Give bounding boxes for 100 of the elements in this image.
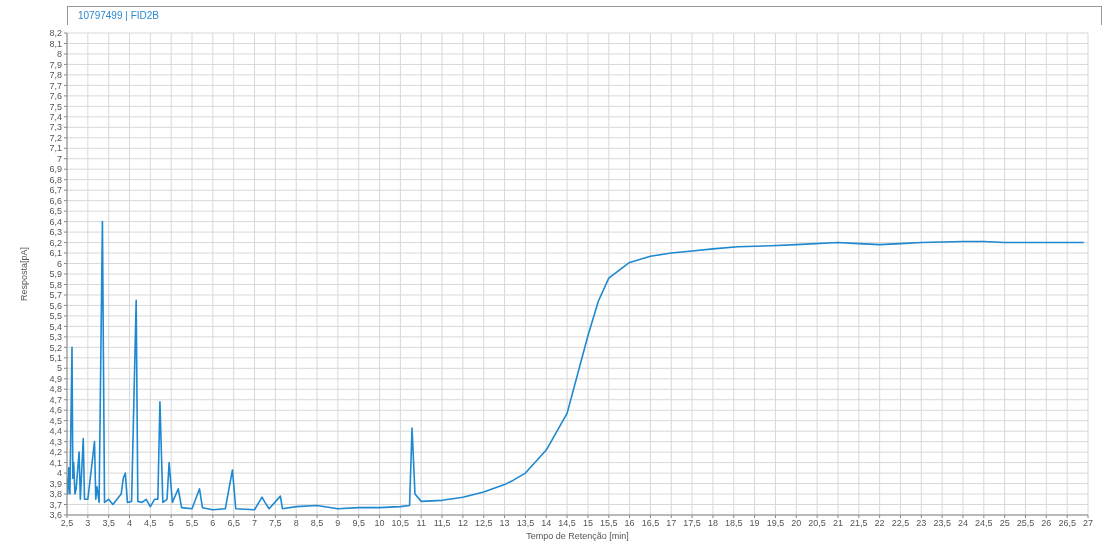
x-tick-label: 23	[916, 518, 927, 529]
x-tick-label: 25,5	[1016, 518, 1035, 529]
x-tick-label: 27	[1082, 518, 1094, 529]
x-tick-label: 5	[168, 518, 174, 529]
y-tick-label: 3,7	[49, 499, 62, 510]
y-tick-label: 4	[56, 468, 62, 479]
x-tick-label: 4,5	[144, 518, 157, 529]
y-tick-label: 6,7	[49, 185, 62, 196]
x-tick-label: 6,5	[227, 518, 240, 529]
y-tick-label: 5,2	[49, 342, 62, 353]
y-tick-label: 4,1	[49, 457, 62, 468]
x-tick-label: 8,5	[310, 518, 324, 529]
x-tick-label: 5,5	[185, 518, 199, 529]
x-tick-label: 6	[210, 518, 216, 529]
x-tick-label: 9,5	[352, 518, 365, 529]
x-tick-label: 7,5	[269, 518, 282, 529]
y-tick-label: 4,4	[49, 426, 62, 437]
y-tick-label: 6,8	[49, 174, 62, 185]
x-tick-label: 17	[666, 518, 677, 529]
y-tick-label: 3,9	[49, 478, 62, 489]
y-tick-label: 8,2	[49, 28, 62, 39]
x-tick-label: 14,5	[558, 518, 576, 529]
x-tick-label: 11	[416, 518, 426, 529]
y-tick-label: 6,4	[49, 216, 62, 227]
x-tick-label: 25	[999, 518, 1010, 529]
y-tick-label: 5,1	[49, 353, 62, 364]
y-tick-label: 7,9	[49, 59, 62, 70]
x-tick-label: 15,5	[599, 518, 618, 529]
y-tick-label: 3,6	[49, 510, 62, 521]
x-tick-label: 24	[957, 518, 968, 529]
x-tick-label: 10	[374, 518, 385, 529]
y-tick-label: 5,3	[49, 332, 62, 343]
x-tick-label: 3,5	[102, 518, 115, 529]
y-tick-label: 4,3	[49, 436, 62, 447]
x-tick-label: 20,5	[808, 518, 826, 529]
x-tick-label: 23,5	[933, 518, 951, 529]
y-tick-label: 4,5	[49, 415, 62, 426]
y-tick-label: 7,2	[49, 132, 62, 143]
x-tick-label: 19,5	[766, 518, 785, 529]
y-tick-label: 4,7	[49, 394, 62, 405]
x-tick-label: 16	[624, 518, 635, 529]
y-tick-label: 5,5	[49, 311, 62, 322]
y-tick-label: 6,2	[49, 237, 62, 248]
x-tick-label: 19	[749, 518, 760, 529]
y-tick-label: 7,5	[49, 101, 62, 112]
x-tick-label: 15	[582, 518, 593, 529]
x-tick-label: 26	[1041, 518, 1052, 529]
y-tick-label: 4,9	[49, 373, 62, 384]
x-tick-label: 9	[335, 518, 341, 529]
x-tick-label: 26,5	[1058, 518, 1076, 529]
x-tick-label: 2,5	[60, 518, 74, 529]
x-tick-label: 21	[832, 518, 843, 529]
x-tick-label: 22	[874, 518, 885, 529]
x-tick-label: 18,5	[725, 518, 743, 529]
x-tick-label: 20	[791, 518, 802, 529]
y-tick-label: 6,9	[49, 164, 62, 175]
y-tick-label: 7,4	[49, 112, 62, 123]
y-tick-label: 6,1	[49, 248, 62, 259]
y-tick-label: 7,8	[49, 70, 62, 81]
y-tick-label: 4,6	[49, 405, 62, 416]
x-tick-label: 11,5	[433, 518, 451, 529]
y-tick-label: 8,1	[49, 38, 62, 49]
y-tick-label: 7,6	[49, 91, 62, 102]
line-series	[67, 220, 1085, 511]
y-tick-label: 5,8	[49, 279, 62, 290]
chart-title: 10797499 | FID2B	[67, 6, 1102, 25]
y-tick-label: 7,1	[49, 143, 62, 154]
x-tick-label: 13,5	[516, 518, 535, 529]
x-tick-label: 14	[541, 518, 552, 529]
y-tick-label: 6,5	[49, 206, 62, 217]
y-tick-label: 4,2	[49, 447, 62, 458]
y-tick-label: 6,3	[49, 227, 62, 238]
x-tick-label: 4	[127, 518, 133, 529]
y-tick-label: 5	[56, 363, 62, 374]
x-tick-label: 16,5	[641, 518, 660, 529]
y-tick-label: 7,7	[49, 80, 62, 91]
x-tick-label: 3	[85, 518, 91, 529]
y-tick-label: 5,6	[49, 300, 62, 311]
x-tick-label: 10,5	[391, 518, 410, 529]
x-axis-title: Tempo de Retenção [min]	[526, 531, 629, 541]
x-tick-label: 12,5	[474, 518, 493, 529]
x-tick-label: 12	[457, 518, 468, 529]
x-tick-label: 13	[499, 518, 510, 529]
y-tick-label: 6,6	[49, 195, 62, 206]
y-tick-label: 6	[56, 258, 62, 269]
x-tick-label: 7	[252, 518, 258, 529]
x-tick-label: 21,5	[850, 518, 868, 529]
y-tick-label: 3,8	[49, 489, 62, 500]
x-tick-label: 17,5	[683, 518, 701, 529]
y-tick-label: 8	[56, 49, 62, 60]
x-tick-label: 18	[707, 518, 718, 529]
x-tick-label: 8	[293, 518, 299, 529]
y-tick-label: 5,7	[49, 290, 62, 301]
y-tick-label: 7,3	[49, 122, 62, 133]
y-tick-label: 4,8	[49, 384, 62, 395]
x-tick-label: 22,5	[891, 518, 910, 529]
y-tick-label: 7	[56, 153, 62, 164]
x-tick-label: 24,5	[975, 518, 993, 529]
y-tick-label: 5,4	[49, 321, 62, 332]
y-tick-label: 5,9	[49, 269, 62, 280]
